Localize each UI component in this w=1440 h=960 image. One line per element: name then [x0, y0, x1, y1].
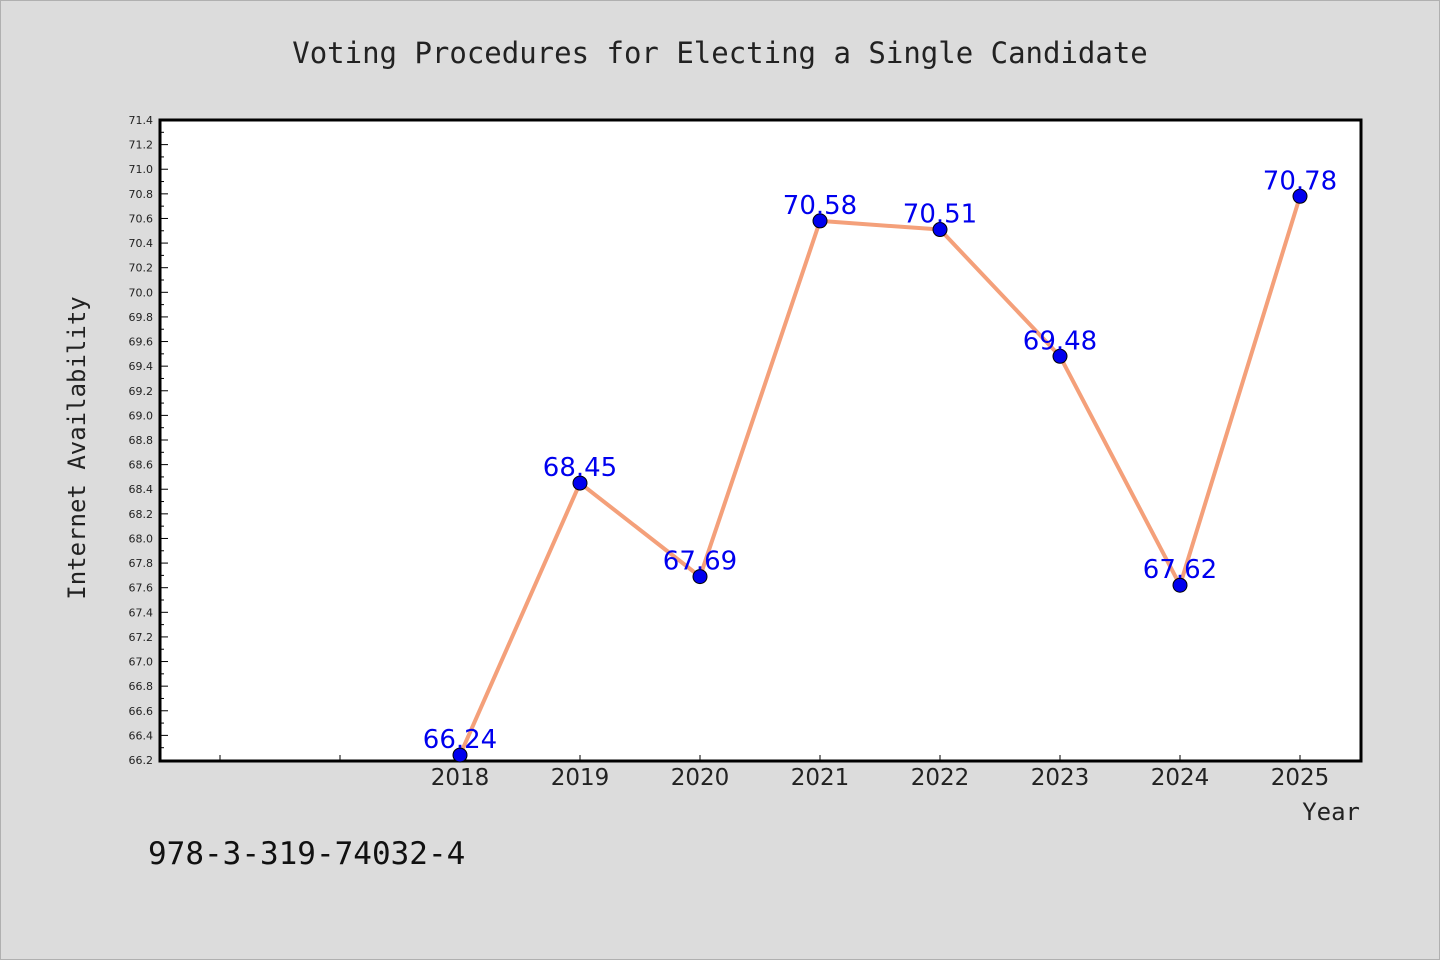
x-tick-label: 2021 [791, 765, 850, 791]
y-axis-label: Internet Availability [63, 296, 91, 599]
data-point [692, 569, 708, 585]
x-tick-label: 2023 [1031, 765, 1090, 791]
y-tick-label: 68.6 [129, 459, 154, 472]
y-tick-label: 67.8 [129, 557, 154, 570]
y-tick-label: 66.8 [129, 680, 154, 693]
chart-title: Voting Procedures for Electing a Single … [292, 36, 1148, 70]
data-label: 69.48 [1023, 326, 1097, 356]
y-tick-label: 69.2 [129, 385, 154, 398]
plot-area [158, 118, 1363, 763]
y-tick-label: 67.0 [129, 656, 154, 669]
x-tick-label: 2019 [551, 765, 610, 791]
data-label: 66.24 [423, 725, 497, 755]
y-tick-label: 66.2 [129, 754, 154, 767]
y-tick-label: 70.8 [129, 188, 154, 201]
y-tick-label: 68.0 [129, 532, 154, 545]
y-tick-label: 68.8 [129, 434, 154, 447]
data-label: 68.45 [543, 453, 617, 483]
data-point [572, 475, 588, 491]
data-point [812, 213, 828, 229]
y-tick-label: 70.0 [129, 286, 154, 299]
y-tick-label: 68.2 [129, 508, 154, 521]
y-tick-label: 71.0 [129, 163, 154, 176]
y-tick-label: 71.4 [129, 114, 154, 127]
data-point [1052, 348, 1068, 364]
series-line [458, 194, 1302, 758]
data-label: 70.51 [903, 200, 977, 230]
data-label: 70.78 [1263, 166, 1337, 196]
y-tick-label: 68.4 [129, 483, 154, 496]
data-point [1172, 577, 1188, 593]
y-tick-label: 67.4 [129, 606, 154, 619]
y-tick-label: 69.4 [129, 360, 154, 373]
y-tick-label: 67.2 [129, 631, 154, 644]
x-axis-label: Year [1302, 798, 1360, 826]
y-tick-label: 66.6 [129, 705, 154, 718]
x-tick-label: 2024 [1151, 765, 1210, 791]
data-label: 70.58 [783, 191, 857, 221]
y-tick-label: 66.4 [129, 729, 154, 742]
y-tick-label: 67.6 [129, 582, 154, 595]
series-layer: 66.24 68.45 67.69 70.58 70.51 69.48 67.62 70.78 [423, 166, 1337, 763]
x-axis-ticks: 2018 2019 2020 2021 2022 2023 2024 2025 [219, 755, 1330, 791]
y-tick-label: 70.4 [129, 237, 154, 250]
x-tick-label: 2020 [671, 765, 730, 791]
data-label: 67.62 [1143, 555, 1217, 585]
data-point [452, 747, 468, 763]
y-tick-label: 71.2 [129, 139, 154, 152]
x-tick-label: 2025 [1271, 765, 1330, 791]
x-tick-label: 2022 [911, 765, 970, 791]
data-point [1292, 188, 1308, 204]
y-tick-label: 70.2 [129, 262, 154, 275]
data-label: 67.69 [663, 547, 737, 577]
y-axis-ticks: 66.2 66.4 66.6 66.8 67.0 67.2 67.4 67.6 67.8 68.0… [129, 114, 168, 767]
data-point [932, 222, 948, 238]
x-tick-label: 2018 [431, 765, 490, 791]
y-tick-label: 69.0 [129, 409, 154, 422]
y-tick-label: 69.8 [129, 311, 154, 324]
isbn-label: 978-3-319-74032-4 [148, 836, 465, 872]
y-tick-label: 69.6 [129, 336, 154, 349]
y-tick-label: 70.6 [129, 212, 154, 225]
